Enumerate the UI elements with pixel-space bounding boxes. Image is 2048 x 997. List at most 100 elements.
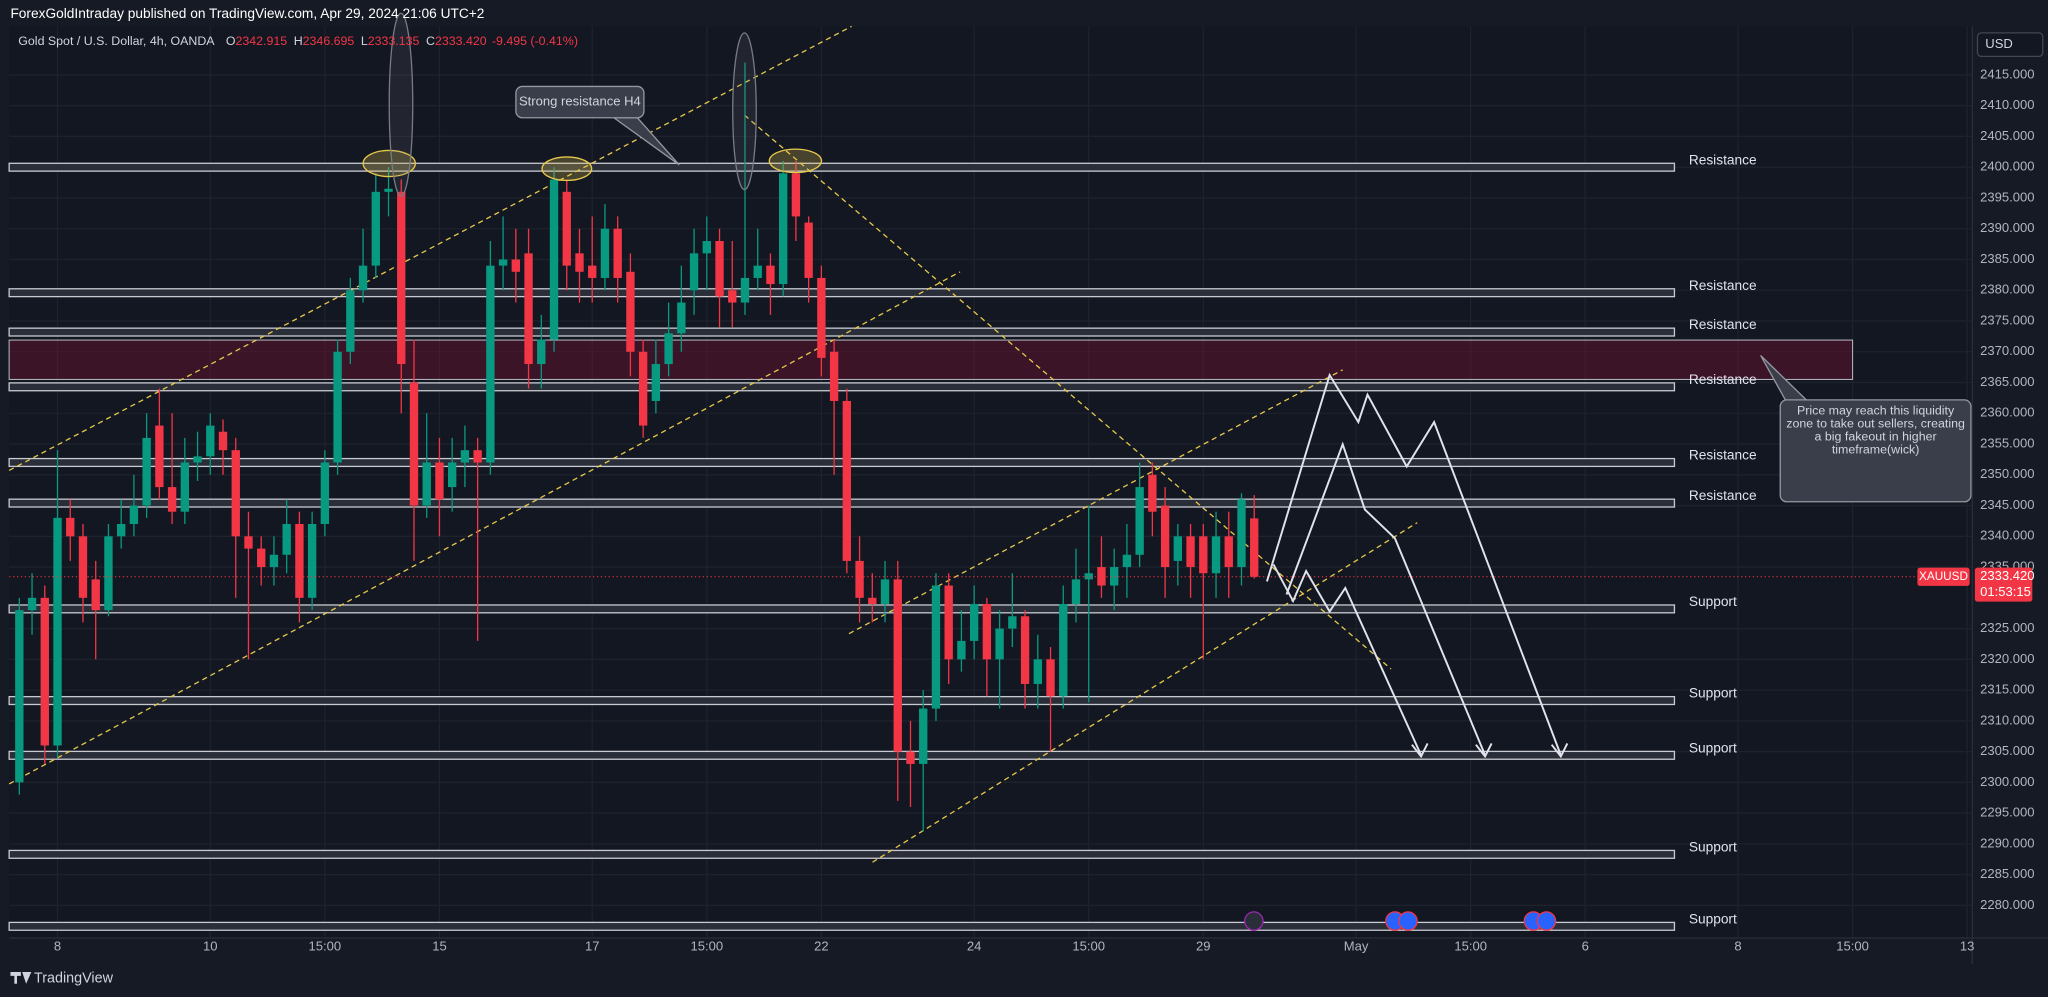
candle-body bbox=[549, 179, 559, 340]
candle-body bbox=[511, 259, 521, 272]
candle-body bbox=[1211, 536, 1221, 574]
level-label: Resistance bbox=[1689, 488, 1757, 503]
y-tick-label: 2390.000 bbox=[1980, 220, 2034, 235]
y-tick-label: 2350.000 bbox=[1980, 466, 2034, 481]
candle-body bbox=[588, 265, 597, 278]
candle-body bbox=[982, 603, 992, 660]
y-tick-label: 2300.000 bbox=[1980, 774, 2034, 789]
candle-body bbox=[282, 524, 291, 555]
candle-body bbox=[473, 450, 482, 463]
candle-body bbox=[740, 277, 750, 303]
trend-line bbox=[8, 25, 852, 471]
event-icon bbox=[1398, 911, 1418, 931]
arrow-path bbox=[1285, 441, 1486, 756]
candle-body bbox=[193, 456, 202, 463]
candle-body bbox=[78, 536, 88, 598]
candle-body bbox=[829, 351, 839, 401]
candle-body bbox=[957, 640, 966, 660]
candle-body bbox=[346, 290, 355, 352]
candle-body bbox=[1008, 616, 1017, 629]
y-tick-label: 2345.000 bbox=[1980, 497, 2034, 512]
x-tick-label: 22 bbox=[814, 939, 829, 954]
candle-body bbox=[167, 487, 177, 512]
candle-body bbox=[804, 222, 813, 278]
y-tick-label: 2415.000 bbox=[1980, 66, 2034, 81]
y-tick-label: 2295.000 bbox=[1980, 805, 2034, 820]
candle-body bbox=[244, 536, 253, 549]
y-tick-label: 2340.000 bbox=[1980, 528, 2034, 543]
candle-body bbox=[320, 462, 330, 525]
x-tick-label: 15 bbox=[432, 939, 447, 954]
ohlc-key: O bbox=[226, 34, 236, 48]
candle-body bbox=[1186, 536, 1195, 568]
candle-body bbox=[486, 265, 495, 463]
level-label: Support bbox=[1689, 911, 1737, 926]
candle-body bbox=[753, 265, 762, 278]
level-band bbox=[8, 288, 1676, 298]
candle-body bbox=[1097, 567, 1106, 586]
trend-line bbox=[872, 522, 1418, 863]
candle-body bbox=[817, 277, 826, 358]
candle-body bbox=[728, 290, 737, 303]
level-label: Resistance bbox=[1689, 278, 1757, 293]
chart-header: Gold Spot / U.S. Dollar, 4h, OANDA O2342… bbox=[18, 34, 578, 48]
candle-body bbox=[307, 524, 317, 598]
y-tick-label: 2365.000 bbox=[1980, 374, 2034, 389]
event-icons bbox=[1244, 911, 1557, 931]
trend-lines bbox=[8, 25, 1418, 863]
candle-body bbox=[371, 191, 380, 266]
x-tick-label: 15:00 bbox=[309, 939, 342, 954]
candle-body bbox=[1020, 616, 1030, 684]
level-label: Support bbox=[1689, 740, 1737, 755]
ellipse bbox=[732, 32, 757, 191]
x-tick-label: 8 bbox=[54, 939, 61, 954]
arrow-path bbox=[1272, 563, 1422, 756]
callout-box bbox=[515, 85, 645, 119]
candle-body bbox=[498, 259, 508, 266]
y-tick-label: 2405.000 bbox=[1980, 128, 2034, 143]
candle-body bbox=[766, 265, 775, 285]
ellipse bbox=[768, 148, 823, 174]
ohlc-key: H bbox=[294, 34, 303, 48]
candle-body bbox=[906, 751, 915, 764]
candle-body bbox=[880, 579, 890, 604]
callout-resistance: Strong resistance H4 bbox=[515, 85, 680, 166]
currency-button[interactable] bbox=[1976, 32, 2044, 58]
level-band bbox=[8, 921, 1676, 931]
y-tick-label: 2280.000 bbox=[1980, 897, 2034, 912]
level-band bbox=[8, 695, 1676, 706]
candle-body bbox=[27, 597, 37, 611]
candle-body bbox=[931, 585, 941, 709]
x-tick-label: 24 bbox=[967, 939, 982, 954]
brand: TradingView bbox=[34, 970, 114, 986]
x-tick-label: 10 bbox=[203, 939, 218, 954]
candle-body bbox=[677, 302, 686, 334]
y-tick-label: 2355.000 bbox=[1980, 435, 2034, 450]
x-tick-label: May bbox=[1344, 939, 1369, 954]
y-tick-label: 2385.000 bbox=[1980, 251, 2034, 266]
level-label: Support bbox=[1689, 686, 1737, 701]
callout-text: Price may reach this liquidity zone to t… bbox=[1786, 405, 1965, 458]
candle-body bbox=[333, 351, 342, 463]
currency-label[interactable]: USD bbox=[1985, 36, 2013, 51]
trend-line bbox=[8, 271, 961, 785]
plot-area bbox=[9, 26, 1973, 939]
level-band bbox=[8, 382, 1676, 392]
candle-body bbox=[689, 253, 699, 291]
candle-body bbox=[893, 579, 902, 752]
candle-body bbox=[791, 173, 801, 217]
candle-body bbox=[1199, 536, 1208, 574]
brand-logo bbox=[10, 971, 32, 984]
candle-body bbox=[1046, 659, 1055, 697]
candle-body bbox=[409, 382, 419, 506]
candle-body bbox=[1237, 499, 1246, 568]
candle-body bbox=[460, 450, 470, 463]
candle-body bbox=[1148, 474, 1157, 512]
x-tick-label: 15:00 bbox=[1072, 939, 1105, 954]
callout-text: Strong resistance H4 bbox=[519, 94, 641, 109]
zone-layer bbox=[8, 339, 1854, 380]
candle-body bbox=[868, 597, 877, 604]
candle-body bbox=[842, 400, 852, 561]
candle-body bbox=[524, 253, 533, 365]
